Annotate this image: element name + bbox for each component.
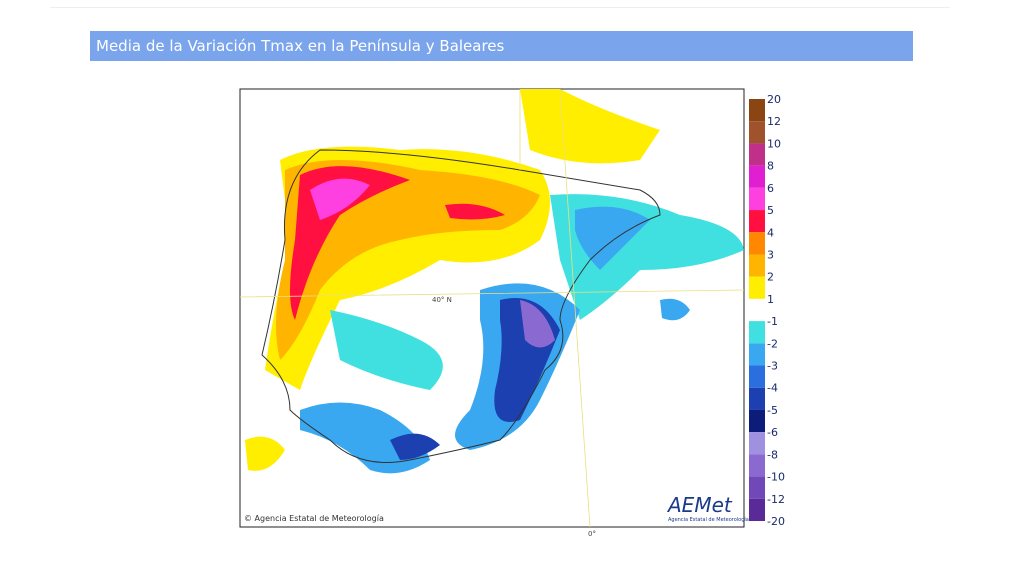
legend-swatch — [749, 165, 765, 188]
legend-label: 3 — [767, 248, 774, 261]
legend-swatch — [749, 143, 765, 166]
legend-swatch — [749, 232, 765, 255]
legend-label: -4 — [767, 382, 778, 395]
section-header: Media de la Variación Tmax en la Penínsu… — [90, 31, 913, 61]
legend: 20 12 10 8 6 5 4 3 2 1 -1 -2 -3 -4 -5 -6 -8 -10 -12 -20 — [749, 93, 785, 528]
legend-label: 20 — [767, 93, 781, 106]
legend-swatch — [749, 121, 765, 144]
legend-label: 2 — [767, 271, 774, 284]
divider — [50, 7, 950, 8]
legend-label: -20 — [767, 515, 785, 528]
legend-label: 10 — [767, 137, 781, 150]
legend-label: 6 — [767, 182, 774, 195]
legend-swatch — [749, 343, 765, 366]
legend-label: -10 — [767, 471, 785, 484]
coastline — [261, 149, 661, 463]
map-field — [245, 89, 744, 474]
legend-swatch — [749, 210, 765, 233]
legend-swatch — [749, 254, 765, 277]
lat-label: 40° N — [432, 296, 452, 304]
legend-swatch — [749, 99, 765, 122]
legend-swatch — [749, 365, 765, 388]
legend-label: -3 — [767, 360, 778, 373]
legend-label: 4 — [767, 226, 774, 239]
legend-label: -5 — [767, 404, 778, 417]
legend-label: 12 — [767, 115, 781, 128]
legend-swatch — [749, 187, 765, 211]
logo-caption: Agencia Estatal de Meteorología — [668, 516, 749, 523]
legend-swatch — [749, 298, 765, 322]
legend-label: -1 — [767, 315, 778, 328]
lon-label: 0° — [588, 530, 596, 538]
legend-swatch — [749, 454, 765, 477]
legend-swatch — [749, 409, 765, 433]
legend-label: 5 — [767, 204, 774, 217]
legend-swatch — [749, 276, 765, 299]
legend-swatch — [749, 387, 765, 410]
legend-label: -6 — [767, 426, 778, 439]
legend-label: 1 — [767, 293, 774, 306]
legend-swatch — [749, 432, 765, 455]
legend-swatch — [749, 321, 765, 344]
legend-label: 8 — [767, 160, 774, 173]
legend-swatch — [749, 498, 765, 521]
legend-label: -12 — [767, 493, 785, 506]
logo: AEMet — [666, 493, 733, 517]
copyright: © Agencia Estatal de Meteorología — [244, 514, 384, 523]
legend-label: -2 — [767, 337, 778, 350]
legend-swatch — [749, 476, 765, 499]
legend-label: -8 — [767, 448, 778, 461]
graticule — [239, 88, 745, 528]
